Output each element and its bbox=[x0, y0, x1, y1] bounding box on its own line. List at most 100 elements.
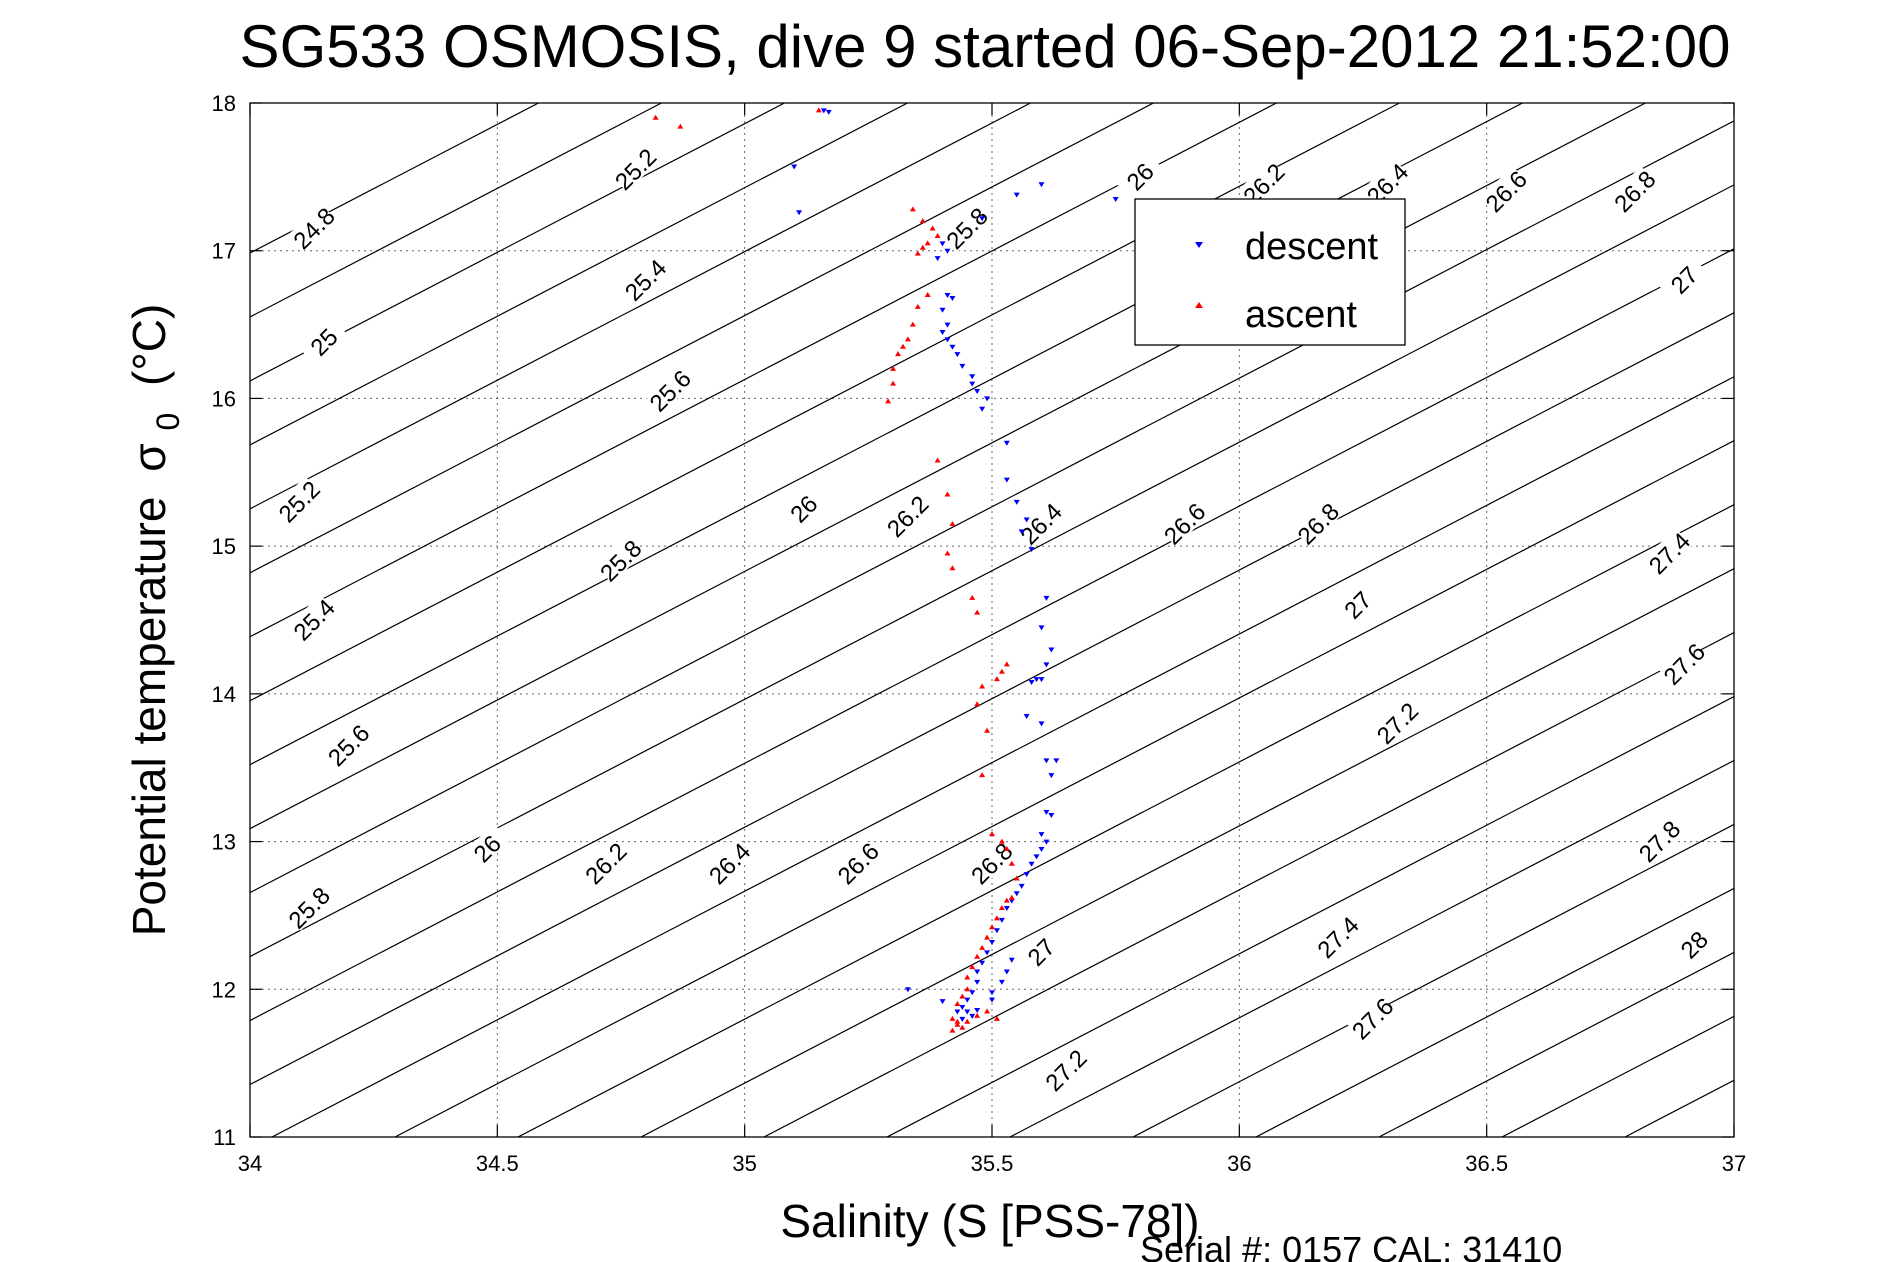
ascent-point bbox=[1003, 845, 1010, 851]
descent-point bbox=[939, 329, 946, 335]
ascent-point bbox=[944, 550, 951, 556]
ascent-point bbox=[944, 491, 951, 497]
ascent-point bbox=[989, 831, 995, 837]
contour-label-background bbox=[1659, 638, 1708, 687]
ascent-point bbox=[924, 292, 931, 298]
contour-line bbox=[1255, 887, 1734, 1137]
contour-line bbox=[1132, 823, 1734, 1137]
ascent-point bbox=[909, 206, 916, 212]
descent-point bbox=[1028, 680, 1035, 686]
contour-label-background bbox=[298, 316, 347, 365]
y-tick-label: 11 bbox=[213, 1125, 236, 1150]
descent-point bbox=[959, 1016, 966, 1022]
data-points bbox=[652, 107, 1119, 1033]
contour-label-background bbox=[1362, 158, 1411, 207]
descent-point bbox=[989, 990, 995, 996]
ascent-point bbox=[964, 1018, 971, 1024]
descent-point bbox=[1048, 773, 1055, 779]
contour-label-background bbox=[1016, 926, 1065, 975]
ascent-point bbox=[1008, 860, 1015, 866]
descent-point bbox=[1043, 810, 1050, 816]
ascent-point bbox=[815, 107, 822, 113]
contour-line bbox=[250, 103, 785, 382]
contour-label-background bbox=[1312, 912, 1361, 961]
descent-point bbox=[993, 928, 1000, 934]
ascent-point bbox=[949, 520, 956, 526]
descent-point bbox=[939, 999, 946, 1005]
contour-line bbox=[250, 120, 1734, 894]
descent-point bbox=[820, 108, 827, 114]
descent-point bbox=[1038, 677, 1045, 683]
ascent-point bbox=[969, 964, 976, 970]
y-axis-ticks: 11 12 13 14 15 16 17 18 bbox=[212, 91, 1734, 1150]
descent-point bbox=[1023, 872, 1030, 878]
descent-point bbox=[825, 109, 832, 115]
contour-label-background bbox=[645, 365, 694, 414]
contour-label-background bbox=[1040, 1045, 1089, 1094]
ascent-point bbox=[984, 934, 991, 940]
contour-label-background bbox=[288, 594, 337, 643]
descent-point bbox=[1023, 517, 1030, 523]
descent-point bbox=[989, 940, 995, 946]
descent-point bbox=[949, 344, 956, 350]
ascent-point bbox=[909, 321, 916, 327]
ascent-point bbox=[1013, 875, 1020, 881]
x-axis-label: Salinity (S [PSS-78]) bbox=[780, 1195, 1199, 1247]
ascent-point bbox=[979, 772, 986, 778]
ascent-point bbox=[885, 398, 892, 404]
ascent-point bbox=[919, 244, 926, 250]
descent-point bbox=[1023, 714, 1030, 720]
contour-line bbox=[250, 312, 1734, 1086]
x-tick-label: 36.5 bbox=[1465, 1151, 1508, 1176]
descent-point bbox=[1013, 891, 1020, 897]
contour-label-background bbox=[1238, 158, 1287, 207]
ascent-point bbox=[974, 953, 981, 959]
descent-point bbox=[944, 322, 951, 328]
contour-label-background bbox=[778, 483, 827, 532]
ascent-series bbox=[652, 107, 1020, 1033]
ascent-point bbox=[998, 838, 1005, 844]
legend-descent-marker bbox=[1195, 242, 1203, 248]
ascent-point bbox=[899, 343, 906, 349]
descent-point bbox=[969, 374, 976, 380]
contour-label-background bbox=[283, 882, 332, 931]
contour-line bbox=[517, 504, 1734, 1137]
descent-point bbox=[979, 960, 986, 966]
descent-point bbox=[939, 307, 946, 313]
x-tick-label: 34.5 bbox=[476, 1151, 519, 1176]
descent-point bbox=[796, 210, 803, 216]
descent-point bbox=[954, 352, 961, 358]
contour-label-background bbox=[620, 254, 669, 303]
ascent-point bbox=[998, 668, 1005, 674]
descent-point bbox=[1003, 906, 1010, 912]
legend-ascent-marker bbox=[1195, 302, 1203, 308]
ascent-point bbox=[1008, 894, 1015, 900]
ascent-point bbox=[914, 250, 921, 256]
ascent-point bbox=[904, 336, 911, 342]
descent-point bbox=[944, 337, 951, 343]
x-axis-ticks: 34 34.5 35 35.5 36 36.5 37 bbox=[238, 103, 1746, 1176]
descent-point bbox=[1003, 440, 1010, 446]
descent-point bbox=[1038, 182, 1045, 188]
ascent-point bbox=[890, 380, 897, 386]
contour-label-background bbox=[882, 491, 931, 540]
ascent-point bbox=[949, 1027, 956, 1033]
ascent-point bbox=[919, 218, 926, 224]
x-tick-label: 34 bbox=[238, 1151, 262, 1176]
contour-label-background bbox=[704, 838, 753, 887]
ascent-point bbox=[984, 727, 991, 733]
contour-label-background bbox=[1609, 166, 1658, 215]
descent-point bbox=[949, 295, 956, 301]
x-tick-label: 37 bbox=[1722, 1151, 1746, 1176]
descent-point bbox=[1003, 969, 1010, 975]
descent-point bbox=[969, 990, 976, 996]
contour-label-background bbox=[461, 823, 511, 872]
descent-point bbox=[934, 256, 941, 262]
y-axis-label-symbol: σ bbox=[123, 443, 175, 471]
ascent-point bbox=[949, 565, 956, 571]
descent-point bbox=[974, 389, 981, 395]
descent-point bbox=[974, 979, 981, 985]
ascent-point bbox=[1003, 897, 1010, 903]
